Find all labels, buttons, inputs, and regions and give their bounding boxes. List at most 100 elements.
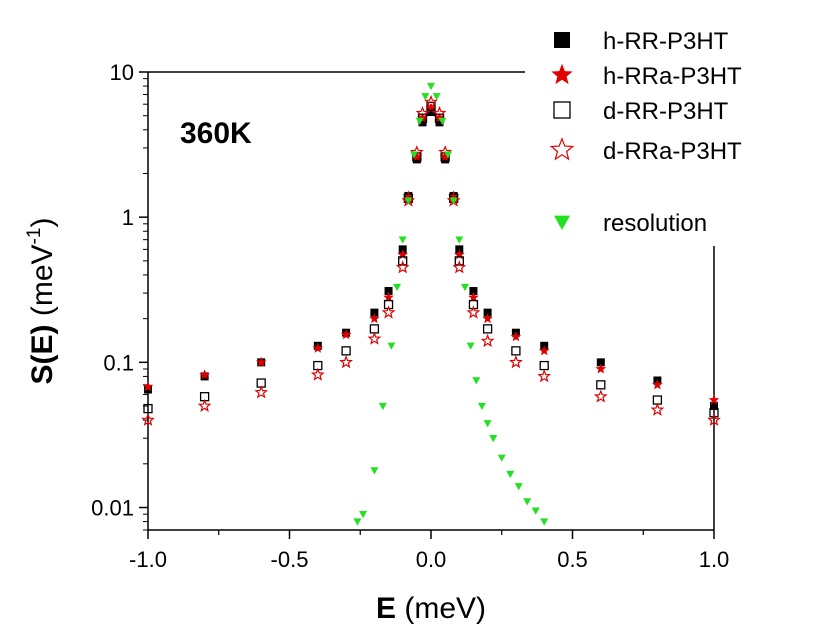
data-point [411, 151, 423, 162]
data-point [398, 256, 408, 266]
data-point [652, 379, 663, 390]
data-point [426, 101, 436, 111]
data-point [341, 346, 351, 356]
data-point [398, 236, 407, 244]
data-point [144, 385, 152, 394]
data-point [539, 360, 549, 371]
data-point [199, 369, 210, 380]
data-point [367, 331, 382, 345]
legend-marker [549, 137, 575, 161]
data-point [340, 329, 352, 340]
data-point [424, 94, 438, 109]
data-point [523, 498, 532, 506]
data-point [439, 151, 451, 162]
data-point [454, 249, 465, 260]
data-point [482, 313, 493, 324]
data-point [404, 197, 413, 205]
legend-label: resolution [603, 210, 707, 237]
data-point [460, 283, 469, 292]
data-point [427, 82, 435, 91]
data-point [483, 420, 492, 428]
data-point [514, 483, 523, 491]
data-point [596, 380, 606, 390]
data-point [540, 518, 549, 526]
data-point [339, 355, 353, 369]
data-point [506, 470, 515, 479]
data-point [468, 291, 479, 302]
legend-label: d-RR-P3HT [603, 98, 729, 125]
data-point [395, 260, 410, 274]
data-point [472, 377, 481, 385]
data-point [370, 467, 379, 475]
y-tick-label: 0.01 [91, 496, 134, 521]
data-point [255, 356, 267, 367]
data-point [142, 381, 154, 392]
data-point [650, 402, 665, 416]
data-point [707, 412, 721, 426]
data-point [434, 112, 445, 123]
data-point [415, 105, 430, 120]
data-point [480, 333, 495, 348]
data-point [709, 408, 719, 418]
data-point [452, 260, 467, 274]
data-point [595, 363, 607, 374]
y-tick-label: 10 [110, 60, 134, 85]
data-point [197, 398, 212, 412]
x-tick-label: 0.0 [416, 547, 447, 572]
data-point [531, 507, 540, 515]
data-point [710, 402, 718, 411]
data-point [369, 313, 380, 324]
data-point [353, 518, 362, 526]
data-point [312, 342, 324, 353]
data-point [538, 345, 550, 356]
data-point [393, 283, 402, 292]
data-point [143, 403, 153, 414]
y-axis-title: S(E) (meV-1) [24, 218, 59, 385]
series-resolution [353, 82, 549, 526]
y-tick-label: 0.1 [103, 350, 134, 375]
data-point [381, 305, 396, 319]
data-point [432, 105, 447, 120]
legend-marker [554, 32, 570, 48]
data-point [454, 256, 464, 266]
data-point [415, 117, 424, 125]
data-point [397, 249, 408, 260]
x-tick-label: -0.5 [271, 547, 309, 572]
legend-label: d-RRa-P3HT [603, 138, 742, 165]
data-point [383, 291, 394, 302]
data-point [384, 287, 393, 296]
data-point [469, 287, 478, 296]
data-point [417, 112, 428, 123]
data-point [409, 145, 424, 159]
data-point [378, 402, 387, 411]
data-point [254, 385, 269, 399]
data-point [438, 145, 453, 159]
y-tick-label: 1 [122, 205, 134, 230]
data-point [359, 510, 368, 519]
legend-label: h-RRa-P3HT [603, 63, 742, 90]
data-point [455, 236, 464, 244]
data-point [443, 151, 452, 159]
data-point [466, 342, 475, 350]
data-point [708, 394, 720, 405]
data-point [441, 155, 450, 164]
data-point [412, 155, 421, 164]
data-point [489, 435, 498, 443]
data-point [370, 308, 379, 317]
data-point [466, 305, 481, 319]
data-point [425, 103, 437, 114]
data-point [477, 402, 486, 411]
data-point [310, 367, 325, 381]
data-point [510, 331, 522, 342]
data-point [497, 454, 506, 462]
x-tick-label: 0.5 [557, 547, 588, 572]
data-point [432, 93, 441, 101]
data-point [141, 412, 155, 426]
data-point [482, 324, 493, 334]
x-axis-title: E (meV) [376, 592, 486, 625]
data-point [537, 369, 552, 383]
data-point [438, 117, 447, 125]
data-point [596, 358, 605, 367]
